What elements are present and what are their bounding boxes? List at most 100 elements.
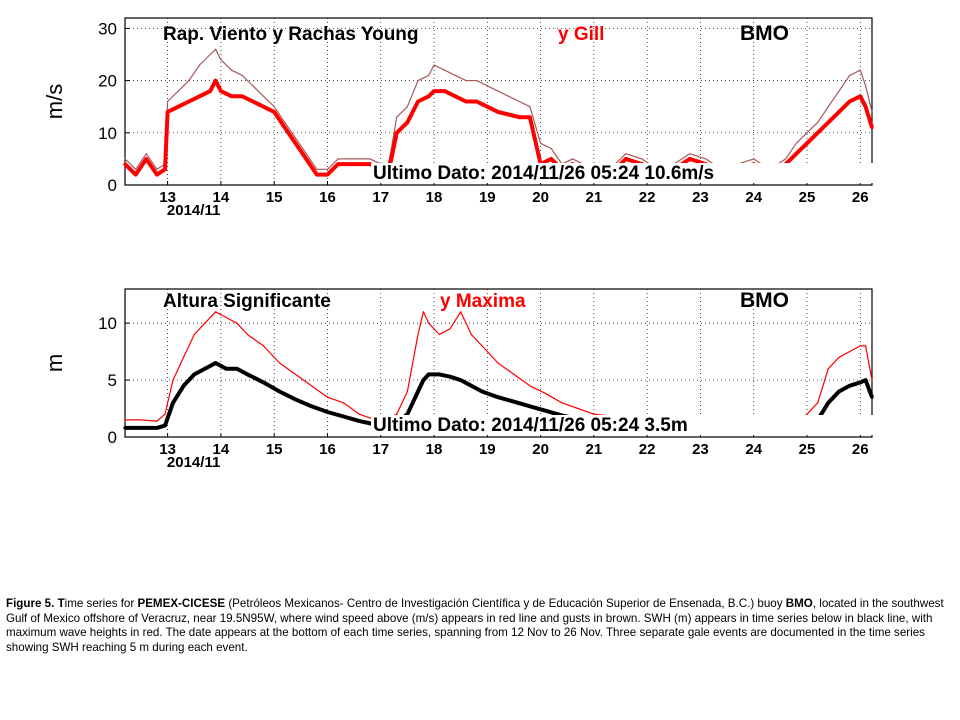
data-point-maxima [838,356,840,358]
data-point-young [837,110,841,114]
chart-title: Rap. Viento y Rachas Young [163,24,419,45]
data-point-gill [859,69,861,71]
x-tick-label: 26 [852,441,869,458]
data-point-significante [192,372,196,376]
data-point-gill [550,147,552,150]
caption-text-2: (Petróleos Mexicanos- Centro de Investig… [225,597,786,610]
data-point-gill [369,158,371,160]
data-point-young [336,162,340,166]
data-point-gill [406,106,408,108]
caption-buoy: BMO [785,597,813,610]
data-point-young [858,94,862,98]
data-point-maxima [449,328,451,330]
data-point-gill [215,48,217,50]
data-point-significante [512,400,516,404]
figure-caption: Figure 5. Time series for PEMEX-CICESE (… [6,597,946,655]
x-tick-label: 21 [586,189,603,206]
data-point-maxima [326,396,329,398]
data-point-young [496,110,500,114]
data-point-gill [177,90,179,92]
x-tick-label: 14 [213,189,230,206]
last-data-label: Ultimo Dato: 2014/11/26 05:24 3.5m [373,415,688,436]
data-point-young [198,94,202,98]
data-point-maxima [294,373,297,375]
data-point-maxima [246,333,249,336]
data-point-maxima [417,333,419,336]
x-tick-label: 24 [745,189,762,206]
data-point-gill [529,106,531,108]
data-point-gill [465,80,467,82]
data-point-significante [496,395,500,399]
y-tick-label: 30 [98,19,117,38]
data-point-young [549,157,553,161]
data-point-young [155,173,159,177]
data-point-young [219,89,223,93]
data-point-gill [433,64,435,66]
data-point-young [624,157,628,161]
data-point-gill [838,90,840,92]
data-point-gill [417,80,419,82]
figure-svg: 13 14 15 16 17 18 19 20 21 22 23 24 25 26 2014/11 0 10 20… [42,17,911,471]
data-point-young [389,157,393,161]
y-axis-label: m [42,354,67,372]
data-point-young [166,110,170,114]
data-point-maxima [806,413,808,415]
data-point-maxima [225,316,227,319]
data-point-gill [806,132,808,134]
x-tick-label: 17 [372,189,389,206]
x-tick-label: 23 [692,189,709,206]
data-point-gill [124,158,126,160]
data-point-young [688,157,692,161]
data-point-maxima [396,413,398,415]
caption-org: PEMEX-CICESE [137,597,226,610]
caption-text-3: , located in the southwest Gulf of Mexic… [6,597,944,654]
data-point-maxima [497,362,499,364]
data-point-young [517,115,521,119]
x-tick-label: 25 [799,189,816,206]
y-tick-label: 10 [98,314,117,333]
data-point-significante [448,375,452,379]
data-point-significante [203,367,207,371]
data-point-gill [316,168,318,170]
data-point-young [325,173,330,177]
data-point-young [427,94,431,98]
data-point-significante [421,378,425,382]
data-point-maxima [513,373,515,375]
data-point-significante [341,414,346,419]
x-tick-label: 26 [852,189,869,206]
data-point-young [272,110,276,114]
y-tick-label: 10 [98,124,117,143]
x-tick-label: 13 [159,189,176,206]
data-point-maxima [849,351,851,353]
last-data-label: Ultimo Dato: 2014/11/26 05:24 10.6m/s [373,163,714,184]
data-point-significante [163,424,167,428]
data-point-gill [305,153,307,155]
data-point-significante [357,419,361,423]
data-point-maxima [428,322,430,324]
data-point-maxima [577,407,579,410]
data-point-significante [182,384,186,388]
data-point-gill [572,158,574,160]
data-point-maxima [164,413,166,415]
data-point-gill [135,168,137,170]
data-point-young [144,157,148,161]
data-point-maxima [827,368,829,370]
data-point-gill [753,158,755,160]
data-point-significante [870,395,874,399]
chart-title: Altura Significante [163,291,331,312]
data-point-significante [261,380,266,384]
data-point-gill [262,95,265,97]
caption-t: T [57,597,65,610]
data-point-significante [309,404,314,408]
data-point-gill [508,95,510,97]
data-point-significante [858,380,862,384]
last-data-bg [371,415,911,435]
data-point-young [816,131,820,135]
data-point-gill [284,121,286,123]
data-point-young [187,99,191,104]
data-point-gill [273,106,275,108]
x-tick-label: 18 [426,441,443,458]
last-data-bg [371,163,911,183]
data-point-young [123,162,127,166]
data-point-gill [849,74,851,76]
